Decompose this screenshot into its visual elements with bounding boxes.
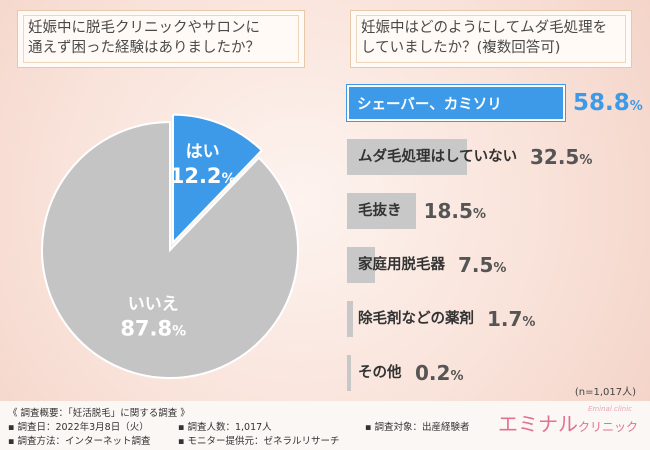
bar: その他	[347, 355, 402, 391]
bar-value-label: 1.7%	[486, 307, 536, 331]
bar-question-title: 妊娠中はどのようにしてムダ毛処理を していましたか？(複数回答可)	[350, 10, 632, 68]
survey-target: ▪ 調査対象：出産経験者	[365, 422, 470, 433]
bar-value-label: 18.5%	[423, 199, 486, 223]
sample-size-note: (n=1,017人)	[574, 387, 636, 398]
bar-row: ムダ毛処理はしていない 32.5%	[347, 139, 592, 175]
bar-row: その他 0.2%	[347, 355, 463, 391]
survey-footer: 《 調査概要：「妊活脱毛」に関する調査 》 ▪ 調査日：2022年3月8日（火）…	[0, 401, 650, 450]
bar: シェーバー、カミソリ	[346, 84, 566, 122]
pie-slice-yes	[171, 113, 264, 246]
bar: 家庭用脱毛器	[347, 247, 445, 283]
bar: 毛抜き	[347, 193, 416, 229]
bar: ムダ毛処理はしていない	[347, 139, 517, 175]
bar-question-line-2: していましたか？(複数回答可)	[361, 40, 561, 56]
survey-provider: ▪ モニター提供元：ゼネラルリサーチ	[178, 436, 340, 447]
pie-label-value: 87.8%	[120, 317, 186, 341]
bar-category-label: 家庭用脱毛器	[358, 257, 445, 273]
logo-sub: クリニック	[577, 420, 638, 434]
pie-slice-no	[41, 120, 299, 379]
bar-value-label: 0.2%	[415, 361, 464, 385]
pie-question-line-1: 妊娠中に脱毛クリニックやサロンに	[28, 20, 260, 36]
pie-label-name: いいえ	[128, 295, 179, 315]
pie-question-line-2: 通えず困った経験はありましたか？	[28, 40, 260, 56]
bar-row: 家庭用脱毛器 7.5%	[347, 247, 506, 283]
bar-category-label: 除毛剤などの薬剤	[358, 311, 474, 327]
bar-row: 除毛剤などの薬剤 1.7%	[347, 301, 535, 337]
survey-summary: 《 調査概要：「妊活脱毛」に関する調査 》	[8, 408, 190, 419]
bar-category-label: シェーバー、カミソリ	[357, 97, 502, 113]
bar-question-line-1: 妊娠中はどのようにしてムダ毛処理を	[361, 20, 608, 36]
survey-method: ▪ 調査方法：インターネット調査	[8, 436, 151, 447]
pie-label-value: 12.2%	[170, 164, 236, 188]
pie-chart: はい 12.2% いいえ 87.8%	[20, 95, 320, 395]
bar-value-label: 58.8%	[573, 90, 643, 116]
pie-question-title: 妊娠中に脱毛クリニックやサロンに 通えず困った経験はありましたか？	[17, 10, 305, 68]
logo-tagline: Eminal clinic	[587, 405, 632, 413]
survey-respondents: ▪ 調査人数：1,017人	[178, 422, 272, 433]
bar: 除毛剤などの薬剤	[347, 301, 474, 337]
pie-label-name: はい	[186, 142, 220, 162]
bar-category-label: その他	[358, 365, 402, 381]
bar-row: 毛抜き 18.5%	[347, 193, 486, 229]
clinic-logo: エミナルクリニック	[498, 408, 638, 437]
survey-date: ▪ 調査日：2022年3月8日（火）	[8, 422, 149, 433]
bar-value-label: 7.5%	[457, 253, 507, 277]
bar-category-label: 毛抜き	[358, 203, 402, 219]
logo-main: エミナル	[497, 412, 578, 436]
bar-row: シェーバー、カミソリ 58.8%	[346, 84, 643, 122]
bar-category-label: ムダ毛処理はしていない	[358, 149, 518, 165]
bar-value-label: 32.5%	[529, 145, 593, 169]
